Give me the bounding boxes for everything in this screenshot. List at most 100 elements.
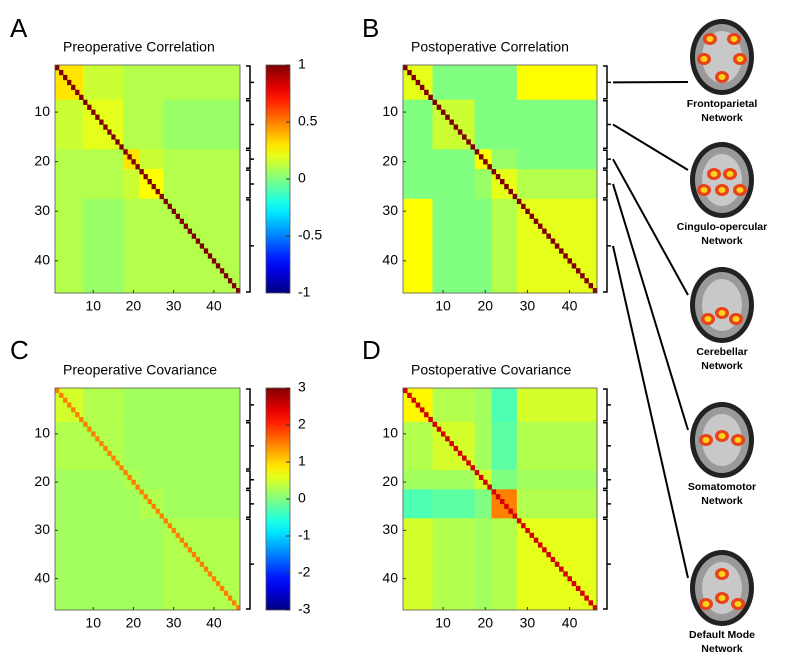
diagonal-cell: [470, 465, 475, 470]
network-bracket: [603, 101, 611, 149]
diagonal-cell: [589, 283, 594, 288]
diagonal-cell: [79, 95, 83, 100]
matrix-block: [403, 518, 433, 610]
diagonal-cell: [580, 273, 585, 278]
network-label: Network: [701, 112, 743, 124]
x-tick-label: 30: [520, 615, 536, 631]
matrix-block: [139, 518, 163, 610]
diagonal-cell: [75, 412, 79, 417]
network-bracket: [246, 389, 254, 421]
panel-letter: D: [362, 335, 381, 365]
network-bracket: [246, 490, 254, 517]
matrix-block: [164, 388, 241, 422]
diagonal-cell: [517, 518, 522, 523]
x-tick-label: 10: [435, 298, 451, 314]
activation-core: [737, 187, 744, 193]
diagonal-cell: [483, 480, 488, 485]
matrix-block: [403, 489, 433, 518]
matrix-block: [139, 65, 163, 100]
diagonal-cell: [196, 557, 200, 562]
y-tick-label: 30: [382, 202, 398, 218]
matrix-block: [164, 422, 241, 471]
diagonal-cell: [445, 115, 450, 120]
matrix-block: [83, 489, 124, 518]
diagonal-cell: [407, 70, 412, 75]
diagonal-cell: [589, 600, 594, 605]
matrix-block: [83, 149, 124, 169]
panel-title: Preoperative Covariance: [63, 362, 217, 378]
diagonal-cell: [445, 436, 450, 441]
matrix-block: [55, 489, 83, 518]
diagonal-cell: [504, 504, 509, 509]
matrix-block: [123, 518, 139, 610]
matrix-block: [55, 100, 83, 150]
x-tick-label: 40: [206, 298, 222, 314]
diagonal-cell: [487, 164, 492, 169]
activation-core: [703, 601, 710, 607]
y-tick-label: 20: [382, 152, 398, 168]
panel-letter: B: [362, 13, 379, 43]
matrix-block: [475, 169, 492, 199]
matrix-block: [475, 100, 492, 150]
matrix-block: [433, 489, 475, 518]
matrix-block: [517, 388, 597, 422]
network-bracket: [603, 519, 611, 609]
diagonal-cell: [437, 427, 442, 432]
colorbar-label: -1: [298, 527, 311, 543]
diagonal-cell: [462, 134, 467, 139]
network-label: Cerebellar: [696, 346, 747, 358]
diagonal-cell: [216, 581, 220, 586]
matrix-block: [139, 149, 163, 169]
diagonal-cell: [403, 388, 408, 393]
diagonal-cell: [220, 268, 224, 273]
matrix-block: [475, 422, 492, 471]
diagonal-cell: [63, 398, 67, 403]
matrix-block: [517, 169, 597, 199]
diagonal-cell: [127, 154, 131, 159]
colorbar-label: 0: [298, 490, 306, 506]
x-tick-label: 20: [126, 298, 142, 314]
network-bracket: [246, 170, 254, 198]
diagonal-cell: [572, 263, 577, 268]
diagonal-cell: [542, 547, 547, 552]
matrix-block: [83, 199, 124, 293]
diagonal-cell: [500, 499, 505, 504]
diagonal-cell: [67, 80, 71, 85]
diagonal-cell: [407, 393, 412, 398]
diagonal-cell: [228, 596, 232, 601]
diagonal-cell: [164, 518, 168, 523]
diagonal-cell: [508, 189, 513, 194]
diagonal-cell: [204, 248, 208, 253]
activation-core: [719, 571, 726, 577]
diagonal-cell: [449, 441, 454, 446]
diagonal-cell: [184, 224, 188, 229]
activation-core: [727, 171, 734, 177]
matrix-block: [83, 470, 124, 490]
diagonal-cell: [168, 523, 172, 528]
diagonal-cell: [131, 480, 135, 485]
y-tick-label: 40: [34, 569, 50, 585]
panel-title: Postoperative Correlation: [411, 39, 569, 55]
activation-core: [731, 36, 738, 42]
diagonal-cell: [584, 596, 589, 601]
diagonal-cell: [143, 494, 147, 499]
matrix-block: [492, 388, 518, 422]
diagonal-cell: [551, 557, 556, 562]
matrix-block: [492, 470, 518, 490]
matrix-block: [433, 199, 475, 293]
matrix-block: [433, 388, 475, 422]
diagonal-cell: [525, 528, 530, 533]
diagonal-cell: [115, 139, 119, 144]
matrix-block: [164, 149, 241, 169]
network-bracket: [246, 66, 254, 99]
colorbar-label: 1: [298, 453, 306, 469]
matrix-block: [433, 518, 475, 610]
diagonal-cell: [131, 159, 135, 164]
diagonal-cell: [139, 169, 143, 174]
panel-title: Preoperative Correlation: [63, 39, 215, 55]
diagonal-cell: [475, 470, 480, 475]
matrix-block: [55, 149, 83, 169]
y-tick-label: 40: [382, 251, 398, 267]
matrix-block: [55, 518, 83, 610]
diagonal-cell: [403, 65, 408, 70]
